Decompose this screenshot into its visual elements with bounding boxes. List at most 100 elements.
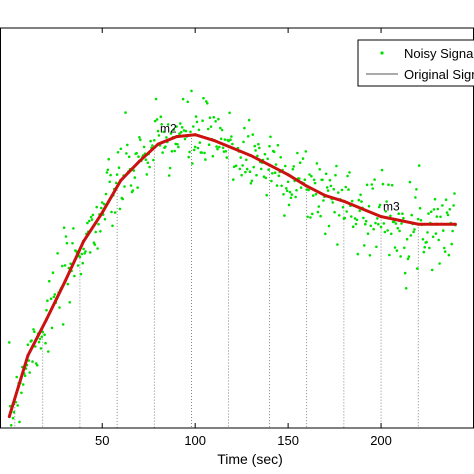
noise-point (192, 125, 195, 128)
noise-point (63, 264, 67, 267)
noise-point (71, 242, 74, 245)
noise-point (99, 230, 102, 233)
marker-label: m2 (160, 121, 177, 135)
noise-point (439, 215, 442, 219)
noise-point (382, 222, 386, 225)
noise-point (255, 173, 258, 177)
noise-point (124, 111, 127, 114)
noise-point (370, 183, 374, 186)
noise-point (357, 198, 361, 202)
noise-point (369, 224, 373, 228)
noise-point (23, 374, 27, 378)
noise-point (100, 201, 104, 204)
noise-point (309, 216, 312, 219)
noise-point (177, 145, 180, 149)
noise-point (390, 183, 394, 187)
noise-point (125, 152, 128, 155)
noise-point (110, 210, 113, 214)
noise-point (232, 178, 235, 181)
noise-point (266, 157, 270, 161)
noise-point (249, 182, 253, 185)
noise-point (418, 206, 422, 210)
noise-point (269, 135, 272, 139)
noise-point (400, 222, 403, 225)
noise-point (368, 254, 372, 257)
noise-point (408, 180, 412, 184)
noise-point (364, 219, 368, 223)
noise-point (417, 164, 421, 167)
noise-point (452, 204, 455, 207)
noise-point (166, 123, 170, 126)
noise-point (348, 171, 351, 174)
noise-point (283, 214, 286, 217)
noise-point (146, 161, 150, 165)
noise-point (179, 122, 182, 125)
noise-point (107, 157, 110, 161)
noise-point (415, 188, 418, 191)
noise-point (346, 174, 349, 178)
noise-point (298, 161, 302, 164)
noise-point (117, 166, 121, 169)
noise-point (115, 173, 119, 176)
noise-point (336, 243, 339, 246)
noise-point (30, 339, 33, 342)
series-point (286, 173, 290, 177)
series-point (193, 133, 197, 137)
noise-point (39, 347, 43, 350)
noise-point (317, 205, 321, 208)
series-point (26, 354, 30, 358)
noise-point (61, 264, 64, 268)
noise-point (257, 142, 260, 146)
noise-point (307, 188, 310, 192)
noise-point (285, 189, 289, 193)
noise-point (33, 330, 36, 334)
noise-point (121, 197, 124, 201)
noise-point (416, 217, 420, 221)
noise-point (394, 222, 398, 225)
noise-point (388, 253, 391, 257)
series-point (137, 159, 141, 163)
noise-point (340, 188, 344, 192)
noise-point (416, 267, 419, 270)
series-point (249, 154, 253, 158)
series-point (230, 146, 234, 150)
noise-point (403, 246, 406, 250)
noise-point (341, 205, 345, 209)
noise-point (8, 341, 11, 344)
noise-point (197, 128, 201, 132)
noise-point (268, 144, 271, 148)
noise-point (9, 424, 13, 427)
noise-point (28, 371, 32, 374)
noise-point (216, 147, 219, 151)
noise-point (178, 132, 181, 135)
noise-point (219, 137, 223, 141)
noise-point (159, 115, 163, 118)
noise-point (142, 145, 146, 149)
noise-point (206, 127, 210, 131)
noise-point (12, 410, 16, 414)
x-ticks: 50 100 150 200 (95, 28, 392, 448)
noise-point (145, 173, 149, 176)
noise-point (289, 196, 293, 200)
noise-point (267, 168, 270, 171)
noise-point (258, 146, 261, 150)
noise-point (441, 204, 444, 207)
noise-point (380, 168, 384, 172)
noise-point (181, 97, 185, 101)
noise-point (246, 135, 250, 138)
noise-point (240, 173, 243, 177)
series-point (45, 317, 48, 321)
noise-point (156, 129, 160, 133)
noise-point (184, 129, 188, 133)
noise-point (251, 133, 255, 136)
legend-box (357, 39, 474, 87)
noise-point (273, 171, 277, 174)
noise-point (109, 173, 112, 177)
noise-point (194, 115, 198, 118)
noise-point (324, 232, 327, 236)
noise-point (204, 158, 207, 161)
noise-point (390, 232, 393, 236)
noise-point (403, 271, 407, 275)
noise-point (327, 224, 331, 228)
